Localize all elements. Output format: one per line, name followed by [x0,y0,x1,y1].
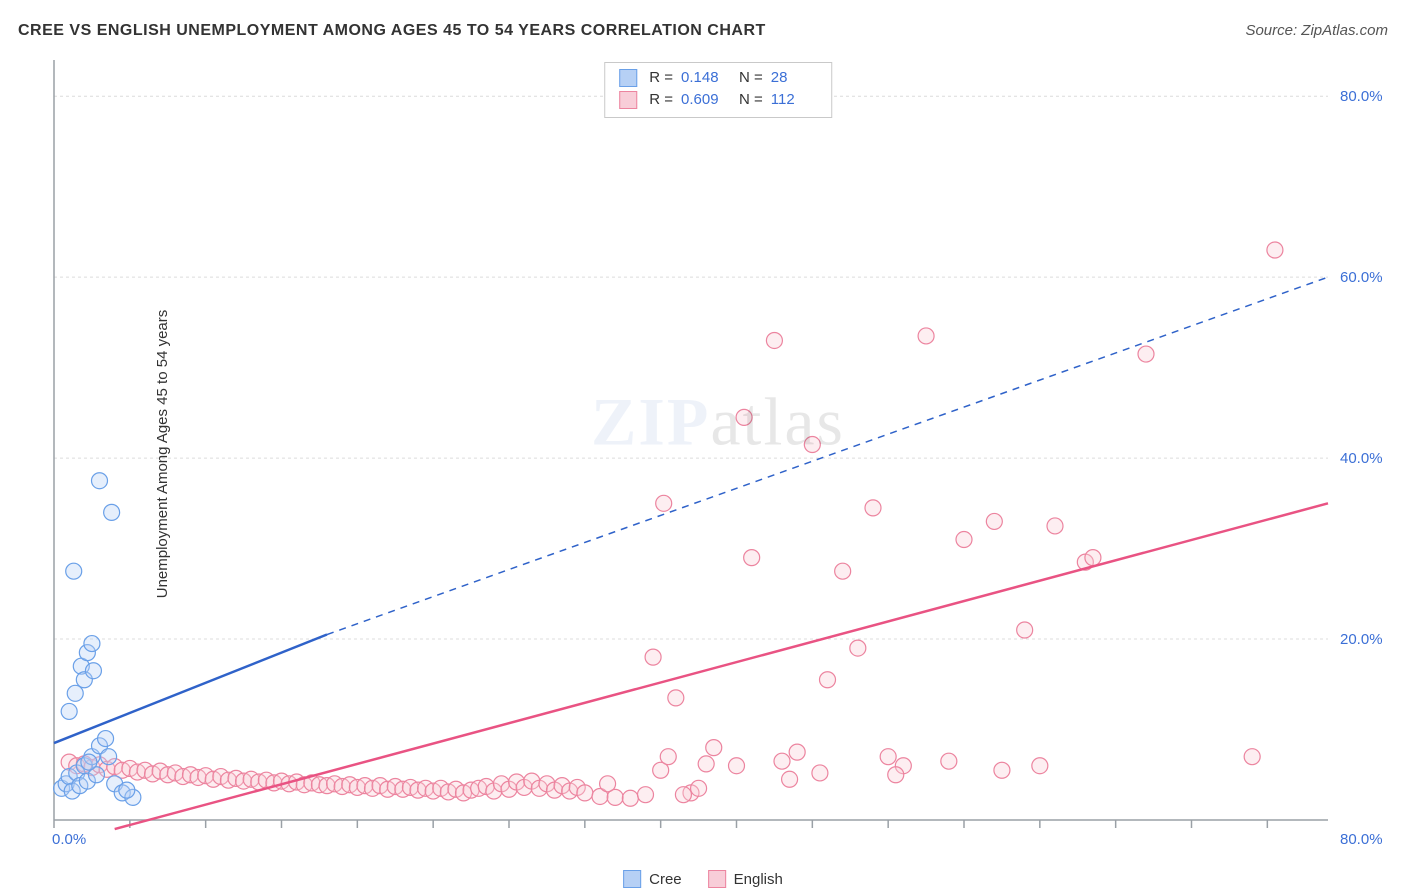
x-tick-min: 0.0% [52,831,86,848]
data-point [668,690,684,706]
data-point [600,776,616,792]
data-point [119,782,135,798]
data-point [67,685,83,701]
data-point [850,640,866,656]
data-point [691,780,707,796]
legend-item-cree: Cree [623,870,682,888]
data-point [622,790,638,806]
data-point [744,550,760,566]
data-point [577,785,593,801]
stat-box: R = 0.148 N = 28 R = 0.609 N = 112 [604,62,832,118]
data-point [941,753,957,769]
y-tick-label: 60.0% [1340,269,1383,286]
data-point [1032,758,1048,774]
data-point [918,328,934,344]
data-point [986,513,1002,529]
data-point [888,767,904,783]
data-point [789,744,805,760]
legend-swatch-blue-icon [623,870,641,888]
data-point [835,563,851,579]
stat-row-cree: R = 0.148 N = 28 [619,67,817,89]
y-axis-label: Unemployment Among Ages 45 to 54 years [154,310,171,599]
legend-swatch-pink-icon [708,870,726,888]
data-point [81,754,97,770]
stat-row-english: R = 0.609 N = 112 [619,89,817,111]
y-tick-label: 40.0% [1340,450,1383,467]
chart-title: CREE VS ENGLISH UNEMPLOYMENT AMONG AGES … [18,22,766,39]
x-tick-max: 80.0% [1340,831,1383,848]
data-point [865,500,881,516]
data-point [638,787,654,803]
data-point [706,740,722,756]
data-point [1244,749,1260,765]
swatch-blue-icon [619,69,637,87]
legend-item-english: English [708,870,783,888]
data-point [736,409,752,425]
trend-cree-dash [327,277,1328,634]
data-point [104,504,120,520]
data-point [660,749,676,765]
data-point [1138,346,1154,362]
source-text: Source: ZipAtlas.com [1245,22,1388,39]
data-point [101,749,117,765]
data-point [820,672,836,688]
data-point [1085,550,1101,566]
data-point [66,563,82,579]
data-point [766,332,782,348]
legend: Cree English [623,870,783,888]
data-point [1047,518,1063,534]
data-point [812,765,828,781]
data-point [782,771,798,787]
data-point [675,787,691,803]
data-point [729,758,745,774]
data-point [61,703,77,719]
data-point [698,756,714,772]
data-point [1267,242,1283,258]
scatter-plot: 20.0% 40.0% 60.0% 80.0% 0.0% 80.0% [48,58,1388,850]
data-point [956,532,972,548]
y-tick-label: 20.0% [1340,631,1383,648]
data-point [804,437,820,453]
plot-area: Unemployment Among Ages 45 to 54 years 2… [48,58,1388,850]
data-point [994,762,1010,778]
data-point [880,749,896,765]
y-tick-label: 80.0% [1340,88,1383,105]
data-point [774,753,790,769]
data-point [85,663,101,679]
data-point [645,649,661,665]
data-point [92,473,108,489]
data-point [656,495,672,511]
data-point [98,731,114,747]
swatch-pink-icon [619,91,637,109]
trend-english [115,503,1328,829]
data-point [84,636,100,652]
data-point [1017,622,1033,638]
